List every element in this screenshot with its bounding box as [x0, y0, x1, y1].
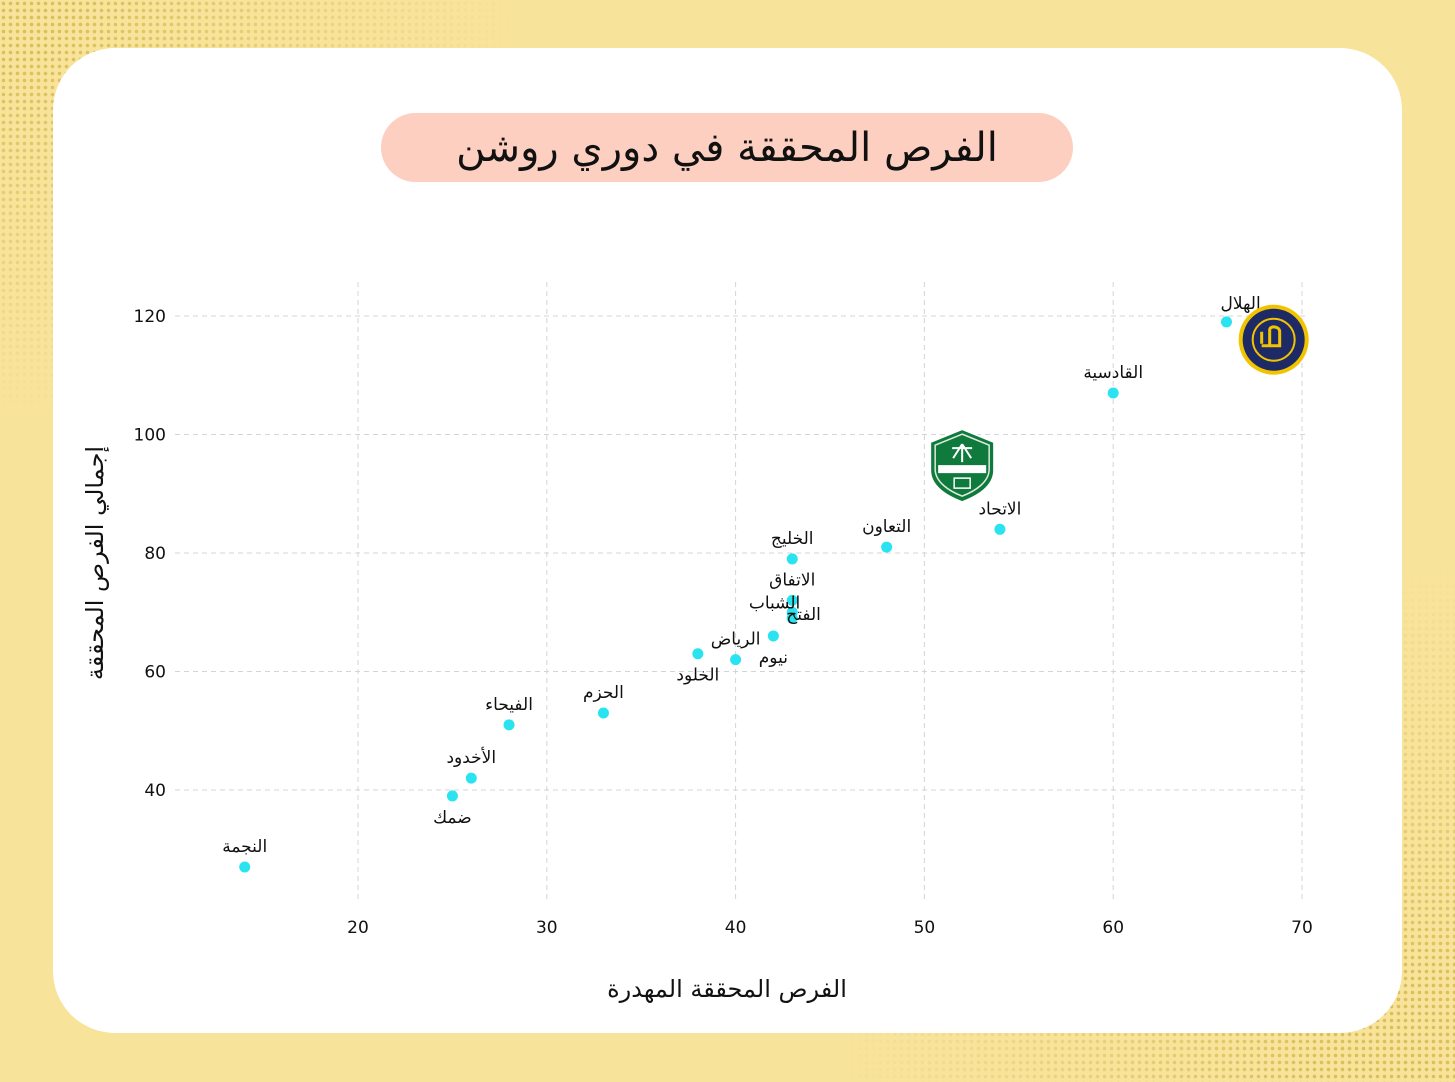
data-point — [994, 523, 1006, 535]
point-label: الخليج — [771, 529, 814, 549]
data-point — [767, 630, 779, 642]
nassr-logo — [1238, 304, 1309, 375]
data-point — [786, 553, 798, 565]
x-tick-label: 50 — [914, 918, 936, 938]
data-point — [239, 861, 251, 873]
data-point — [597, 707, 609, 719]
data-point — [465, 772, 477, 784]
chart-card: الفرص المحققة في دوري روشن — [53, 48, 1402, 1033]
point-label: القادسية — [1083, 363, 1143, 383]
ahli-logo — [929, 428, 996, 504]
point-label: الرياض — [711, 630, 761, 650]
tick-layer: 20 30 40 50 60 70 40 60 80 100 120 — [134, 307, 1313, 938]
y-tick-label: 120 — [134, 307, 166, 327]
data-point — [1220, 316, 1232, 328]
y-tick-label: 40 — [144, 781, 166, 801]
point-label: ضمك — [433, 808, 472, 828]
point-label: الاتفاق — [769, 570, 815, 590]
point-layer: الهلال القادسية الاتحاد التعاون الخليج الاتفا… — [222, 294, 1261, 873]
point-label: الشباب — [749, 593, 800, 613]
x-tick-label: 40 — [725, 918, 747, 938]
data-point — [786, 612, 798, 624]
point-label: التعاون — [862, 517, 911, 537]
logo-layer — [929, 304, 1309, 504]
data-point — [1107, 387, 1119, 399]
point-label: الفتح — [786, 605, 821, 625]
data-point — [881, 541, 893, 553]
x-tick-label: 30 — [536, 918, 558, 938]
point-label: الفيحاء — [485, 695, 533, 715]
y-axis-label: إجمالي الفرص المحققة — [81, 446, 110, 680]
chart-title: الفرص المحققة في دوري روشن — [381, 113, 1073, 182]
x-tick-label: 70 — [1291, 918, 1313, 938]
y-tick-label: 60 — [144, 663, 166, 683]
point-label: النجمة — [222, 837, 267, 857]
x-tick-label: 60 — [1102, 918, 1124, 938]
point-label: الاتحاد — [978, 499, 1021, 519]
grid-layer — [175, 282, 1306, 902]
point-label: الأخدود — [446, 747, 496, 768]
data-point — [503, 719, 515, 731]
y-tick-label: 100 — [134, 426, 166, 446]
point-label: الخلود — [676, 666, 719, 686]
point-label: الحزم — [583, 683, 624, 703]
data-point — [730, 654, 742, 666]
point-label: نيوم — [759, 648, 788, 668]
y-tick-label: 80 — [144, 544, 166, 564]
data-point — [786, 594, 798, 606]
x-tick-label: 20 — [347, 918, 369, 938]
x-axis-label: الفرص المحققة المهدرة — [607, 975, 847, 1003]
point-label: الهلال — [1220, 294, 1260, 314]
data-point — [446, 790, 458, 802]
data-point — [692, 648, 704, 660]
